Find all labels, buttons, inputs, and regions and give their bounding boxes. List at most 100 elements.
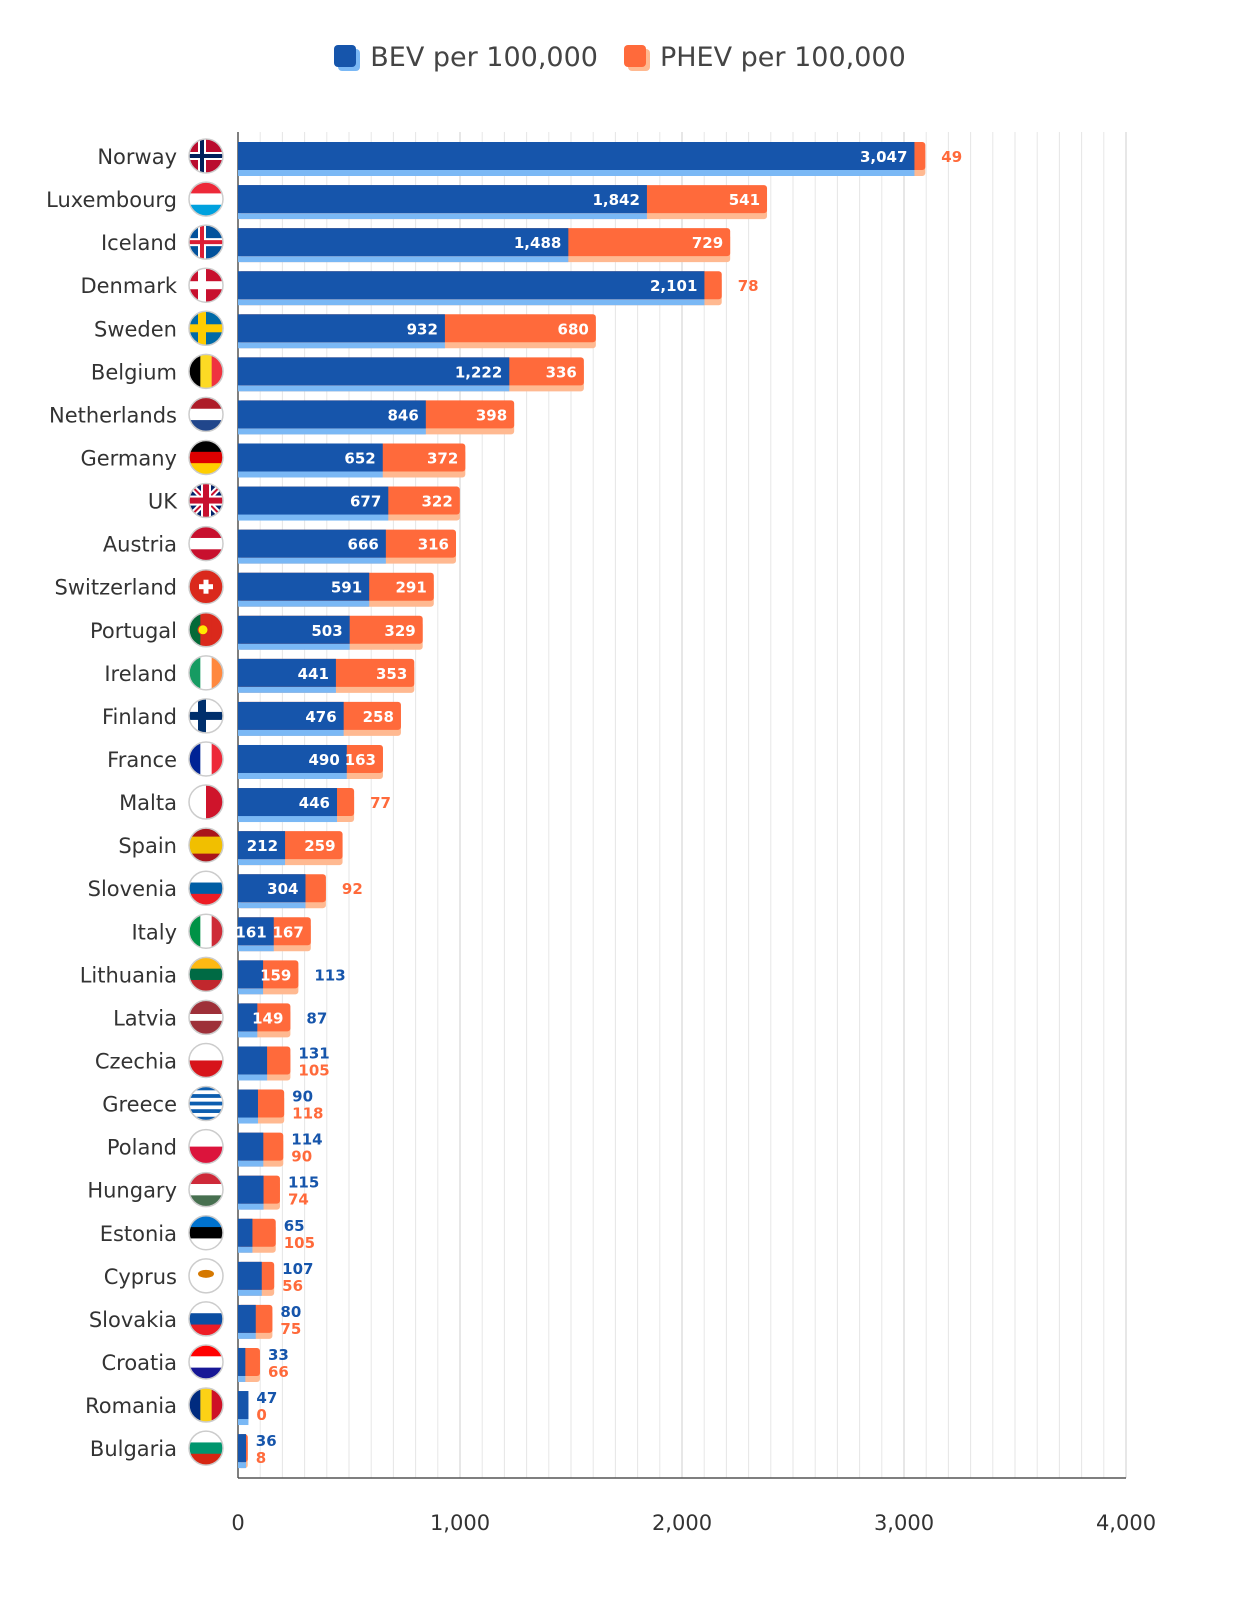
flag-stripe <box>189 1043 223 1061</box>
flag-stripe <box>189 853 223 863</box>
flag-stripe <box>211 1388 223 1423</box>
flag-stripe <box>189 1105 223 1110</box>
flag-stripe <box>189 1215 223 1228</box>
country-label: Bulgaria <box>90 1437 177 1461</box>
country-label: Denmark <box>80 274 177 298</box>
x-tick-label: 2,000 <box>652 1511 712 1535</box>
flag-cross <box>200 225 204 260</box>
bev-value-label: 2,101 <box>650 277 697 295</box>
flag-border <box>188 784 224 820</box>
flag-stripe <box>189 1367 223 1379</box>
bev-bar <box>238 314 445 343</box>
bev-bar <box>238 185 647 214</box>
bev-bar <box>238 744 347 773</box>
flag-stripe <box>189 1431 223 1443</box>
germany-flag-icon <box>189 440 223 475</box>
flag-stripe <box>189 1227 223 1239</box>
flag-stripe <box>189 1097 223 1103</box>
flag-cross <box>198 268 206 303</box>
flag-border <box>188 1085 224 1122</box>
country-label: Spain <box>118 834 177 858</box>
flag-stripe <box>189 408 223 421</box>
flag-stripe <box>189 193 223 206</box>
flag-stripe <box>189 1313 223 1326</box>
bev-bar <box>238 400 426 429</box>
flag-stripe <box>189 979 223 992</box>
phev-value-label: 90 <box>291 1148 312 1166</box>
country-label: Switzerland <box>55 576 178 600</box>
flag-stripe <box>189 1101 223 1106</box>
country-label: Cyprus <box>104 1265 177 1289</box>
x-tick-label: 4,000 <box>1096 1511 1156 1535</box>
flag-stripe <box>200 741 213 776</box>
bev-value-label: 1,842 <box>592 191 639 209</box>
flag-border <box>188 396 224 433</box>
ireland-flag-icon <box>189 655 223 690</box>
flag-stripe <box>189 612 201 647</box>
flag-stripe <box>189 957 223 970</box>
bev-value-label: 652 <box>344 449 375 467</box>
bev-bar <box>238 960 264 989</box>
legend: BEV per 100,000 PHEV per 100,000 <box>0 42 1240 73</box>
phev-value-label: 259 <box>304 837 335 855</box>
flag-island <box>198 1269 214 1278</box>
flag-stripe <box>189 1301 223 1314</box>
flag-stripe <box>189 1344 223 1357</box>
flag-border <box>188 568 224 605</box>
flag-stripe <box>189 451 223 464</box>
legend-item-phev[interactable]: PHEV per 100,000 <box>623 42 906 73</box>
bev-bar <box>238 572 370 601</box>
flag-border <box>188 999 224 1036</box>
phev-swatch-icon <box>623 44 650 71</box>
bev-bar <box>238 1391 249 1420</box>
flag-stripe <box>189 420 223 432</box>
phev-value-label: 49 <box>941 148 962 166</box>
flag-stripe <box>189 1020 223 1029</box>
flag-stripe <box>189 845 223 855</box>
legend-item-bev[interactable]: BEV per 100,000 <box>334 42 598 73</box>
bev-value-label: 446 <box>299 794 330 812</box>
bev-bar <box>238 228 569 257</box>
flag-border <box>188 181 224 217</box>
flag-stripe <box>189 1184 223 1196</box>
flag-stripe <box>189 893 223 906</box>
flag-stripe <box>189 1109 223 1114</box>
flag-stripe <box>189 1094 223 1099</box>
slovakia-flag-icon <box>189 1301 223 1336</box>
bev-value-label: 846 <box>387 406 418 424</box>
bev-value-label: 114 <box>291 1131 322 1149</box>
bev-value-label: 33 <box>268 1346 289 1364</box>
flag-border <box>188 1258 224 1294</box>
bev-bar <box>238 1218 253 1247</box>
spain-flag-icon <box>189 828 223 863</box>
phev-value-label: 353 <box>376 665 407 683</box>
bev-value-label: 65 <box>284 1217 305 1235</box>
flag-stripe <box>189 655 201 690</box>
phev-value-label: 75 <box>280 1320 301 1338</box>
bev-value-label: 1,488 <box>514 234 561 252</box>
flag-stripe <box>189 440 223 453</box>
bev-bar <box>238 658 336 687</box>
phev-value-label: 8 <box>256 1449 266 1467</box>
flag-stripe <box>189 1060 223 1078</box>
country-label: Poland <box>107 1136 177 1160</box>
bev-value-label: 80 <box>280 1303 301 1321</box>
flag-border <box>188 1128 224 1165</box>
flag-stripe <box>189 204 223 217</box>
phev-value-label: 118 <box>292 1105 323 1123</box>
x-tick-label: 0 <box>231 1511 244 1535</box>
phev-value-label: 0 <box>256 1406 266 1424</box>
phev-value-label: 77 <box>370 794 391 812</box>
bev-value-label: 36 <box>256 1432 277 1450</box>
bev-bar <box>238 443 383 472</box>
hungary-flag-icon <box>189 1172 223 1207</box>
country-label: Czechia <box>95 1049 177 1073</box>
phev-value-label: 74 <box>288 1191 309 1209</box>
austria-flag-icon <box>189 526 223 561</box>
bev-value-label: 115 <box>288 1174 319 1192</box>
phev-value-label: 680 <box>558 320 589 338</box>
denmark-flag-icon <box>189 268 223 303</box>
country-label: Malta <box>119 791 177 815</box>
phev-value-label: 92 <box>342 880 363 898</box>
flag-stripe <box>189 871 223 884</box>
